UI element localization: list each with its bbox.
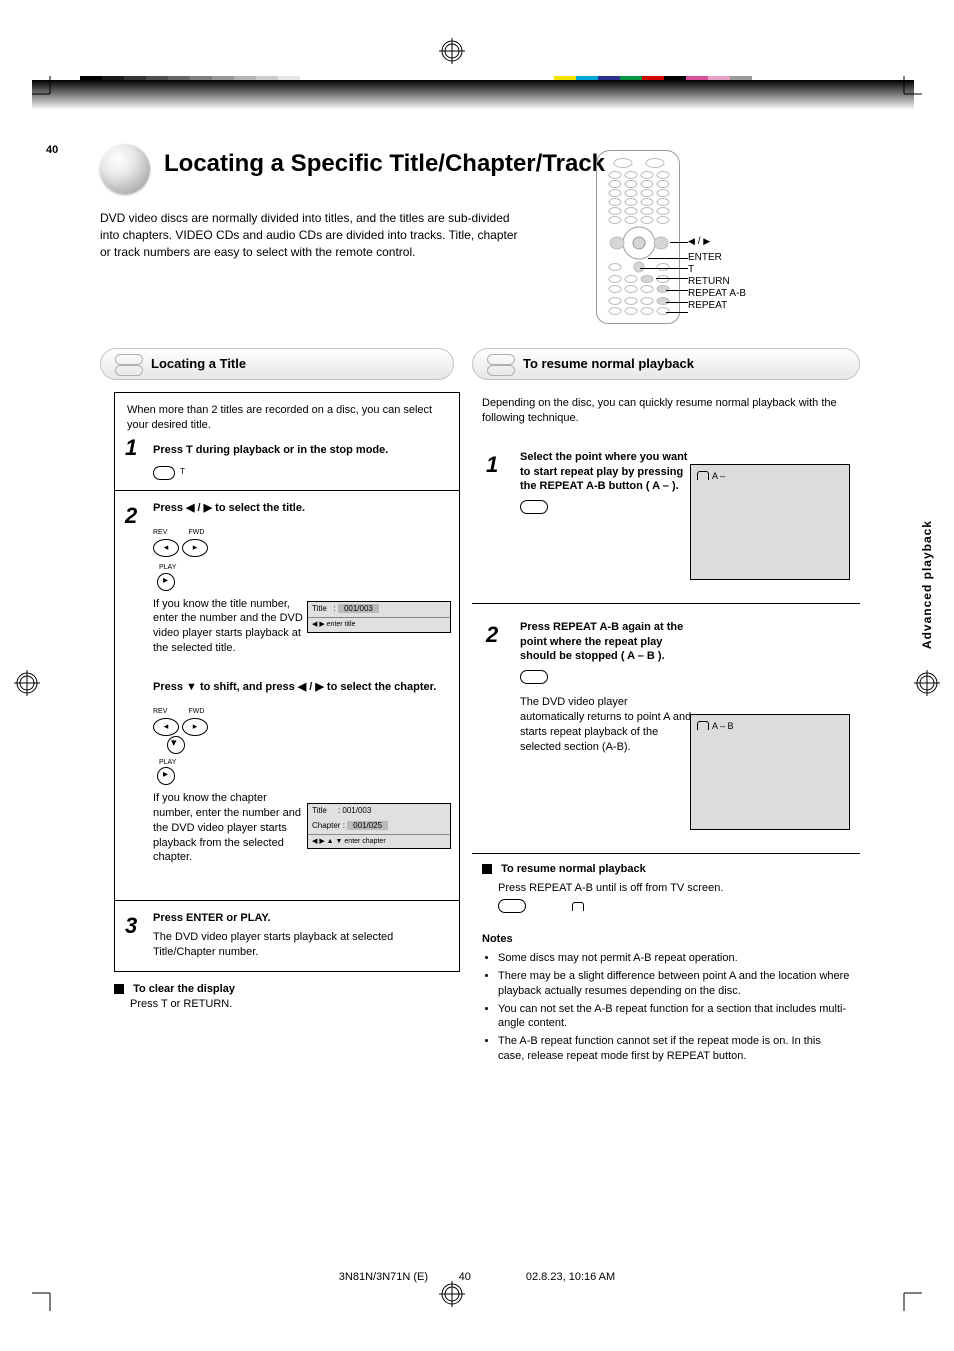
step2-line2: If you know the title number, enter the … bbox=[153, 597, 303, 656]
repeat-ab-button-icon bbox=[520, 670, 548, 684]
rev-label: REV bbox=[153, 529, 167, 536]
t-button-icon bbox=[153, 466, 175, 480]
remote-return-label: RETURN bbox=[688, 276, 730, 288]
right-procedure-column: Depending on the disc, you can quickly r… bbox=[472, 392, 860, 1077]
pill-right-label: To resume normal playback bbox=[523, 356, 694, 371]
pill-left-label: Locating a Title bbox=[151, 356, 246, 371]
remote-repeat-label: REPEAT bbox=[688, 300, 727, 312]
osd-title-box: Title : 001/003 ◀ ▶ enter title bbox=[307, 601, 451, 632]
play-label: PLAY bbox=[159, 563, 447, 572]
square-bullet-icon bbox=[114, 984, 124, 994]
arrow-left-icon: ◀ bbox=[688, 236, 695, 246]
resume-body: Press REPEAT A-B until is off from TV sc… bbox=[498, 882, 723, 894]
down-button-icon bbox=[167, 736, 185, 754]
page-subtitle: DVD video discs are normally divided int… bbox=[100, 210, 530, 260]
step1-text: Press T during playback or in the stop m… bbox=[153, 444, 388, 456]
repeat-icon bbox=[697, 471, 709, 480]
tv-screen-ab: A – B bbox=[690, 714, 850, 830]
r2-body1: Press REPEAT A-B again at the point wher… bbox=[520, 621, 683, 663]
section-orb-icon bbox=[100, 144, 150, 194]
t-button-label: T bbox=[180, 467, 185, 476]
repeat-icon bbox=[697, 721, 709, 730]
fwd-button-icon: ▸ bbox=[182, 539, 208, 557]
square-bullet-icon bbox=[482, 864, 492, 874]
repeat-ab-button-icon bbox=[520, 500, 548, 514]
step-number: 3 bbox=[125, 911, 137, 941]
leader-line bbox=[648, 258, 688, 259]
gradient-band bbox=[32, 80, 914, 110]
step3-text: Press ENTER or PLAY. bbox=[153, 912, 271, 924]
fwd-label: FWD bbox=[188, 529, 204, 536]
play-button-icon bbox=[157, 573, 175, 591]
leader-line bbox=[656, 278, 688, 279]
crop-mark-top-right bbox=[896, 76, 922, 102]
leader-line bbox=[670, 242, 688, 243]
top-registration-zone bbox=[0, 36, 954, 96]
remote-diagram bbox=[596, 150, 680, 324]
remote-t-label: T bbox=[688, 264, 694, 276]
fwd-button-icon: ▸ bbox=[182, 718, 208, 736]
remote-repeat-ab-label: REPEAT A-B bbox=[688, 288, 746, 300]
note-item: Some discs may not permit A-B repeat ope… bbox=[498, 951, 850, 966]
play-button-icon bbox=[157, 767, 175, 785]
rev-button-icon: ◂ bbox=[153, 539, 179, 557]
step2-heading-3: Press ▼ to shift, and press ◀ / ▶ to sel… bbox=[153, 681, 436, 693]
step2-line3: If you know the chapter number, enter th… bbox=[153, 791, 303, 865]
osd-chapter-box: Title : 001/003 Chapter : 001/025 ◀ ▶ ▲ … bbox=[307, 803, 451, 849]
note-item: There may be a slight difference between… bbox=[498, 969, 850, 999]
registration-mark-left bbox=[14, 670, 40, 696]
step2-heading: Press ◀ / ▶ to select the title. bbox=[153, 502, 305, 514]
r1-body: Select the point where you want to start… bbox=[520, 451, 687, 493]
right-intro: Depending on the disc, you can quickly r… bbox=[472, 392, 860, 434]
tv-screen-a: A – bbox=[690, 464, 850, 580]
arrow-right-icon: ▶ bbox=[703, 236, 710, 246]
leader-line bbox=[666, 290, 688, 291]
crop-mark-top-left bbox=[32, 76, 58, 102]
page-number: 40 bbox=[46, 144, 58, 156]
left-intro-text: When more than 2 titles are recorded on … bbox=[127, 403, 447, 441]
step-number: 2 bbox=[125, 501, 137, 531]
page-title: Locating a Specific Title/Chapter/Track bbox=[164, 150, 605, 178]
rev-button-icon: ◂ bbox=[153, 718, 179, 736]
left-procedure-frame: When more than 2 titles are recorded on … bbox=[114, 392, 460, 972]
leader-line bbox=[666, 302, 688, 303]
left-footnote: To clear the display Press T or RETURN. bbox=[114, 982, 460, 1012]
notes-block: Notes Some discs may not permit A-B repe… bbox=[472, 922, 860, 1077]
sidebar-section-label: Advanced playback bbox=[920, 520, 934, 649]
section-pill-right: To resume normal playback bbox=[472, 348, 860, 380]
repeat-icon bbox=[572, 902, 584, 911]
step3-sub: The DVD video player starts playback at … bbox=[153, 930, 447, 960]
registration-mark-top bbox=[439, 38, 465, 64]
registration-mark-right bbox=[914, 670, 940, 696]
bottom-crop-zone bbox=[0, 1281, 954, 1311]
crop-mark-bottom-left bbox=[32, 1285, 58, 1311]
leader-line bbox=[640, 268, 688, 269]
section-pill-left: Locating a Title bbox=[100, 348, 454, 380]
crop-mark-bottom-right bbox=[896, 1285, 922, 1311]
r2-body2: The DVD video player automatically retur… bbox=[520, 695, 694, 754]
remote-enter-label: ENTER bbox=[688, 252, 722, 264]
step-number: 2 bbox=[486, 620, 498, 650]
repeat-ab-button-icon bbox=[498, 899, 526, 913]
resume-heading: To resume normal playback bbox=[501, 863, 646, 875]
leader-line bbox=[666, 312, 688, 313]
step-number: 1 bbox=[125, 433, 137, 463]
note-item: The A-B repeat function cannot set if th… bbox=[498, 1034, 850, 1064]
step-number: 1 bbox=[486, 450, 498, 480]
note-item: You can not set the A-B repeat function … bbox=[498, 1002, 850, 1032]
